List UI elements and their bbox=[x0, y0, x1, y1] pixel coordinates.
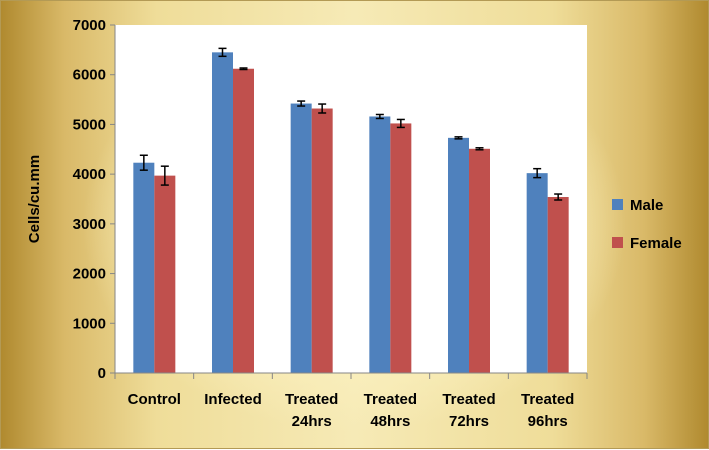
y-tick-labels: 0 1000 2000 3000 4000 5000 6000 7000 bbox=[73, 17, 106, 382]
error-bar-male-0 bbox=[139, 154, 148, 171]
error-bar-female-3 bbox=[396, 118, 405, 129]
error-bar-male-2 bbox=[297, 100, 306, 107]
bar-male-2 bbox=[290, 103, 312, 373]
error-bar-female-2 bbox=[318, 103, 327, 114]
axes-layer bbox=[110, 24, 588, 379]
bar-male-1 bbox=[212, 52, 233, 373]
x-tick-label-2-1: 24hrs bbox=[292, 413, 332, 430]
x-category-labels: Control Infected Treated 24hrs Treated 48hrs T… bbox=[128, 391, 575, 430]
x-tick-label-1-0: Infected bbox=[204, 391, 262, 408]
x-tick-label-4-1: 72hrs bbox=[449, 413, 489, 430]
y-tick-label-1: 1000 bbox=[73, 315, 106, 332]
error-bar-female-0 bbox=[160, 165, 169, 186]
bar-female-4 bbox=[469, 148, 490, 373]
bar-female-3 bbox=[390, 123, 412, 373]
x-tick-label-2-0: Treated bbox=[285, 391, 338, 408]
x-tick-label-3-1: 48hrs bbox=[370, 413, 410, 430]
error-bar-female-5 bbox=[554, 193, 563, 201]
error-bar-male-5 bbox=[533, 167, 542, 179]
legend: Male Female bbox=[612, 197, 682, 252]
y-tick-label-0: 0 bbox=[98, 365, 106, 382]
bar-female-1 bbox=[233, 68, 254, 374]
x-tick-label-5-0: Treated bbox=[521, 391, 574, 408]
bar-male-4 bbox=[448, 137, 469, 373]
x-tick-label-4-0: Treated bbox=[442, 391, 495, 408]
y-tick-label-3: 3000 bbox=[73, 216, 106, 233]
x-tick-label-0-0: Control bbox=[128, 391, 181, 408]
x-tick-label-5-1: 96hrs bbox=[528, 413, 568, 430]
legend-swatch-female bbox=[612, 237, 623, 248]
error-bar-male-1 bbox=[218, 47, 227, 58]
bar-female-0 bbox=[154, 175, 176, 373]
bar-male-3 bbox=[369, 116, 391, 373]
plot-area bbox=[115, 25, 587, 373]
legend-label-female: Female bbox=[630, 235, 682, 252]
error-bars-layer bbox=[139, 47, 563, 201]
legend-swatch-male bbox=[612, 199, 623, 210]
y-tick-label-2: 2000 bbox=[73, 266, 106, 283]
legend-label-male: Male bbox=[630, 197, 663, 214]
y-tick-label-5: 5000 bbox=[73, 116, 106, 133]
bars-layer bbox=[133, 52, 569, 374]
error-bar-female-1 bbox=[239, 67, 248, 71]
y-tick-label-7: 7000 bbox=[73, 17, 106, 34]
y-tick-label-4: 4000 bbox=[73, 166, 106, 183]
x-tick-label-3-0: Treated bbox=[364, 391, 417, 408]
y-tick-label-6: 6000 bbox=[73, 67, 106, 84]
error-bar-male-4 bbox=[454, 136, 463, 140]
error-bar-male-3 bbox=[375, 113, 384, 120]
bar-male-5 bbox=[526, 173, 548, 373]
bar-female-2 bbox=[311, 108, 333, 374]
y-axis-title: Cells/cu.mm bbox=[26, 155, 43, 243]
error-bar-female-4 bbox=[475, 147, 484, 151]
bar-male-0 bbox=[133, 162, 155, 373]
bar-female-5 bbox=[547, 197, 569, 373]
